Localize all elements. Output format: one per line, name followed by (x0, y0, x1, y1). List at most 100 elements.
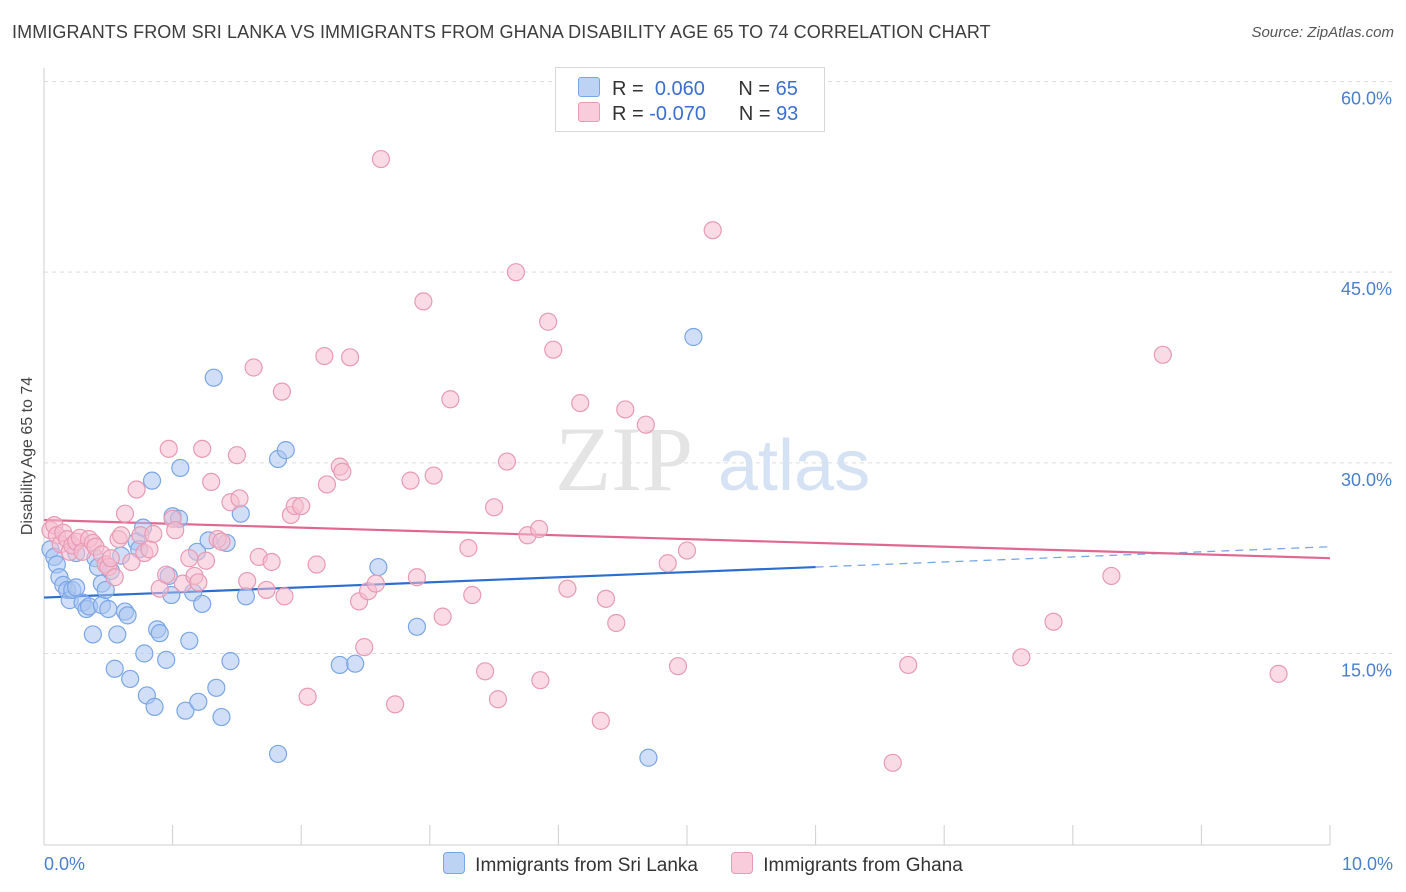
data-point (485, 498, 504, 517)
data-point (636, 415, 655, 434)
data-points (41, 149, 1288, 772)
data-point (189, 692, 208, 711)
data-point (668, 657, 688, 676)
data-point (212, 532, 231, 551)
series-legend-ghana: Immigrants from Ghana (731, 852, 963, 877)
data-point (591, 711, 610, 730)
data-point (899, 655, 918, 675)
data-point (257, 580, 276, 600)
data-point (108, 625, 127, 644)
data-point (193, 594, 212, 614)
trend-line-ghana (43, 518, 1331, 560)
series-label-ghana: Immigrants from Ghana (763, 855, 963, 876)
data-point (463, 585, 482, 605)
legend-swatch-sri-lanka (578, 77, 600, 97)
data-point (159, 439, 178, 458)
data-point (677, 541, 697, 560)
y-tick-label: 30.0% (1341, 470, 1392, 490)
data-point (433, 607, 452, 626)
data-point (145, 697, 164, 716)
data-point (459, 538, 478, 558)
data-point (596, 589, 616, 608)
series-label-sri-lanka: Immigrants from Sri Lanka (475, 855, 698, 876)
legend-r-value: -0.070 (649, 103, 706, 125)
data-point (202, 472, 221, 491)
data-point (441, 390, 460, 409)
data-point (142, 471, 162, 490)
stats-legend: R = 0.060 N = 65 R = -0.070 N = 93 (555, 67, 825, 132)
chart-title: IMMIGRANTS FROM SRI LANKA VS IMMIGRANTS … (12, 22, 991, 42)
data-point (99, 599, 118, 619)
data-point (118, 606, 137, 625)
data-point (275, 587, 294, 606)
data-point (658, 554, 677, 573)
data-point (333, 462, 352, 481)
data-point (105, 568, 124, 587)
legend-swatch-ghana (578, 102, 600, 122)
data-point (227, 446, 246, 465)
legend-r-value: 0.060 (654, 78, 705, 100)
data-point (330, 655, 349, 675)
data-point (150, 624, 169, 643)
data-point (196, 551, 216, 570)
data-point (298, 687, 317, 706)
data-point (171, 458, 190, 478)
data-point (115, 504, 135, 523)
data-point (531, 671, 550, 690)
data-point (385, 695, 405, 714)
data-point (401, 471, 420, 490)
data-point (262, 552, 281, 572)
data-point (230, 489, 249, 508)
chart-source: Source: ZipAtlas.com (1251, 24, 1394, 41)
data-point (207, 678, 226, 697)
data-point (212, 707, 231, 727)
data-point (112, 526, 131, 545)
data-point (424, 466, 443, 485)
x-tick-labels: 0.0% 10.0% (44, 854, 1393, 874)
data-point (1269, 664, 1288, 683)
data-point (135, 644, 154, 663)
data-point (121, 669, 140, 689)
data-point (204, 368, 223, 387)
trend-line-extension-sri-lanka (815, 546, 1331, 568)
data-point (497, 452, 517, 471)
data-point (122, 552, 141, 572)
data-point (1044, 612, 1063, 631)
data-point (189, 573, 208, 592)
data-point (1102, 566, 1121, 586)
data-point (1012, 648, 1031, 667)
axes (43, 68, 1331, 846)
data-point (684, 327, 703, 347)
watermark-zip: ZIP (555, 408, 693, 510)
data-point (488, 690, 508, 709)
data-point (83, 625, 102, 644)
data-point (639, 748, 658, 767)
legend-n-label: N = (738, 103, 771, 125)
data-point (558, 579, 577, 598)
data-point (530, 519, 549, 539)
data-point (703, 221, 722, 240)
series-points-ghana (41, 149, 1288, 772)
data-point (176, 701, 195, 720)
data-point (127, 480, 146, 499)
data-point (407, 617, 427, 636)
data-point (475, 662, 495, 681)
data-point (101, 549, 120, 568)
y-tick-label: 45.0% (1341, 279, 1392, 299)
data-point (193, 439, 212, 458)
data-point (346, 654, 365, 673)
data-point (244, 358, 263, 377)
legend-n-label: N = (738, 78, 771, 100)
data-point (414, 292, 433, 311)
data-point (307, 555, 326, 574)
data-point (67, 578, 86, 597)
y-tick-label: 15.0% (1341, 661, 1392, 681)
data-point (539, 312, 558, 331)
data-point (157, 565, 176, 584)
data-point (166, 521, 185, 540)
data-point (340, 348, 360, 367)
watermark: ZIP atlas (555, 408, 870, 510)
data-point (292, 496, 311, 516)
data-point (180, 549, 199, 568)
